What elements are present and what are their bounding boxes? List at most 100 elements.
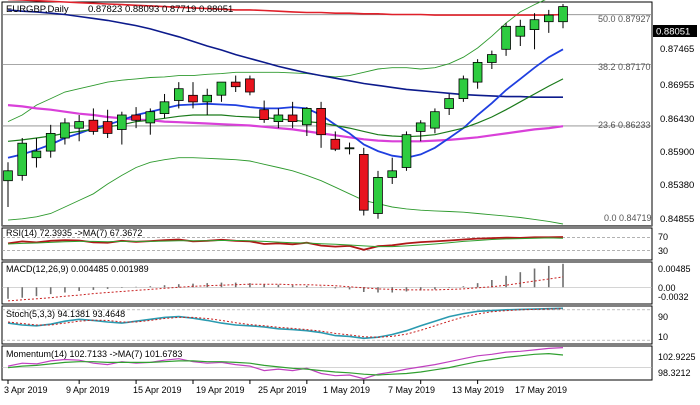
candle-body-29	[415, 122, 426, 132]
candle-body-16	[230, 81, 241, 88]
date-label-8: 17 May 2019	[515, 385, 567, 395]
panel-frame-stoch	[1, 305, 653, 345]
candle-body-12	[173, 88, 184, 101]
last-price-label: 0.88051	[656, 27, 690, 38]
ma-medium-navy-line	[7, 9, 563, 98]
candle-body-17	[245, 78, 255, 93]
stoch-tick-10: 10	[658, 332, 668, 342]
candle-body-25	[358, 153, 369, 211]
sub-series	[2, 236, 652, 384]
candle-body-19	[273, 114, 284, 122]
price-tick-1: 0.87465	[660, 44, 694, 55]
candle-body-0	[3, 170, 13, 182]
mom-tick-bottom: 98.3212	[658, 368, 691, 378]
candle-body-28	[401, 134, 412, 168]
price-tick-4: 0.85900	[660, 147, 694, 158]
ma-magenta-line	[7, 104, 564, 143]
ohlc-readout: 0.87823 0.88093 0.87719 0.88051	[88, 4, 233, 15]
candle-body-8	[117, 114, 127, 130]
rsi-tick-70: 70	[658, 232, 668, 242]
candle-body-27	[387, 170, 397, 178]
candle-body-18	[259, 109, 269, 120]
candle-body-15	[216, 81, 227, 96]
candle-body-20	[287, 114, 298, 122]
macd-signal-line	[7, 276, 564, 302]
main-series	[7, 0, 564, 225]
bollinger-lower-line	[7, 157, 564, 225]
candle-body-2	[31, 150, 42, 159]
panel-frame-macd	[1, 261, 653, 305]
candle-body-33	[472, 62, 483, 83]
candle-body-24	[344, 147, 355, 150]
fib-label-38: 38.2 0.87170	[598, 62, 651, 72]
panel-frame-rsi	[1, 227, 653, 261]
candle-body-32	[458, 78, 469, 100]
candle-body-3	[45, 132, 56, 152]
candle-body-5	[74, 121, 84, 129]
panel-frame-main	[1, 1, 653, 227]
rsi-label: RSI(14) 72.3935 ->MA(7) 67.3672	[6, 228, 142, 238]
candle-body-26	[373, 176, 383, 214]
rsi-main-line	[7, 236, 564, 251]
candle-body-7	[102, 121, 113, 134]
candle-body-36	[515, 25, 526, 37]
price-tick-6: 0.84855	[660, 214, 694, 225]
candle-body-11	[159, 101, 170, 115]
momentum-label: Momentum(14) 102.7133 ->MA(7) 101.6783	[6, 349, 182, 359]
candle-body-9	[131, 114, 141, 121]
price-tick-5: 0.85380	[660, 180, 694, 191]
candle-body-6	[88, 119, 99, 132]
candle-body-35	[501, 25, 511, 50]
ma-fast-blue-line	[7, 48, 564, 159]
date-label-7: 13 May 2019	[452, 385, 504, 395]
candle-body-23	[330, 138, 341, 150]
macd-tick-top: 0.00485	[658, 264, 691, 274]
plot-frames	[1, 1, 653, 381]
fib-label-23: 23.6 0.86233	[598, 120, 651, 130]
fib-label-0: 0.0 0.84719	[604, 213, 652, 223]
momentum-ma-line	[7, 352, 564, 376]
candle-body-21	[301, 108, 312, 126]
date-label-2: 15 Apr 2019	[133, 385, 182, 395]
ma-long-red-line	[7, 0, 564, 16]
date-label-6: 7 May 2019	[388, 385, 435, 395]
mom-tick-top: 102.9225	[658, 352, 696, 362]
date-label-5: 1 May 2019	[323, 385, 370, 395]
rsi-ma-line	[7, 237, 564, 248]
candle-body-13	[188, 94, 198, 103]
candle-body-30	[430, 111, 440, 129]
date-label-0: 3 Apr 2019	[4, 385, 48, 395]
symbol-label: EURGBP,Daily	[6, 4, 69, 15]
macd-tick-zero: 0.00	[658, 283, 676, 293]
date-label-4: 25 Apr 2019	[258, 385, 307, 395]
candles	[3, 3, 568, 219]
candle-body-22	[316, 108, 326, 136]
candle-body-14	[202, 94, 213, 103]
ma-green-line	[7, 78, 564, 142]
stoch-main-line	[7, 307, 564, 340]
date-label-3: 19 Apr 2019	[196, 385, 245, 395]
candle-body-31	[444, 98, 454, 109]
candle-body-1	[17, 142, 27, 176]
fib-label-50: 50.0 0.87927	[598, 14, 651, 24]
candle-body-39	[558, 6, 568, 23]
candle-body-34	[486, 54, 497, 63]
stoch-signal-line	[7, 308, 564, 338]
stoch-tick-90: 90	[658, 312, 668, 322]
rsi-tick-30: 30	[658, 246, 668, 256]
candle-body-38	[544, 14, 554, 23]
momentum-main-line	[7, 347, 564, 380]
last-price-badge	[653, 25, 697, 37]
date-label-1: 9 Apr 2019	[66, 385, 110, 395]
candle-body-37	[529, 19, 540, 31]
price-tick-2: 0.86955	[660, 80, 694, 91]
bollinger-upper-line	[7, 0, 546, 123]
macd-label: MACD(12,26,9) 0.004485 0.001989	[6, 264, 149, 274]
candle-body-4	[60, 122, 70, 139]
macd-tick-bottom: -0.0032	[658, 292, 689, 302]
stoch-label: Stoch(5,3,3) 94.1381 93.4648	[6, 309, 125, 319]
candle-body-10	[145, 111, 156, 124]
